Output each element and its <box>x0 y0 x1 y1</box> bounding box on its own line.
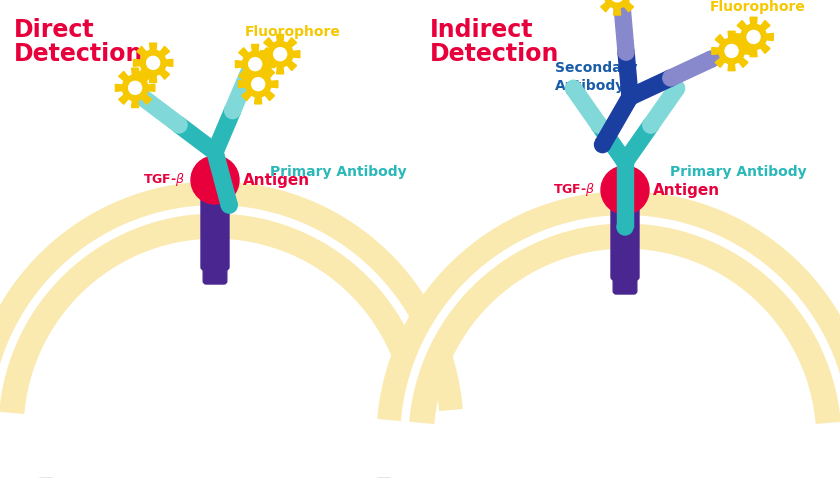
Text: Antigen: Antigen <box>653 183 720 197</box>
Polygon shape <box>614 7 634 53</box>
Text: Detection: Detection <box>430 42 559 66</box>
Circle shape <box>622 89 638 105</box>
Circle shape <box>643 117 659 133</box>
Text: Detection: Detection <box>14 42 144 66</box>
Circle shape <box>618 44 634 60</box>
Circle shape <box>591 117 607 133</box>
Circle shape <box>622 89 638 105</box>
Polygon shape <box>239 65 278 104</box>
Polygon shape <box>139 91 184 131</box>
Polygon shape <box>0 182 462 411</box>
Polygon shape <box>207 150 237 207</box>
Text: Direct: Direct <box>14 18 95 42</box>
Circle shape <box>617 154 633 170</box>
Circle shape <box>595 137 611 152</box>
Polygon shape <box>617 162 633 227</box>
Polygon shape <box>410 224 840 423</box>
Text: TGF-$\beta$: TGF-$\beta$ <box>553 182 595 198</box>
Polygon shape <box>235 44 275 84</box>
Circle shape <box>617 219 633 235</box>
Polygon shape <box>618 120 658 167</box>
Polygon shape <box>618 52 638 98</box>
Circle shape <box>747 31 760 43</box>
Circle shape <box>207 144 223 160</box>
Circle shape <box>224 103 240 119</box>
Polygon shape <box>593 120 632 167</box>
Circle shape <box>663 70 679 86</box>
Circle shape <box>207 144 223 160</box>
Polygon shape <box>134 43 173 83</box>
Circle shape <box>129 81 142 94</box>
Circle shape <box>565 80 581 96</box>
Polygon shape <box>115 68 155 108</box>
Circle shape <box>622 89 638 105</box>
Circle shape <box>643 117 659 133</box>
Text: TGF-$\beta$: TGF-$\beta$ <box>143 172 185 188</box>
FancyBboxPatch shape <box>203 253 227 284</box>
Circle shape <box>147 56 160 69</box>
Text: Secondary
Antibody: Secondary Antibody <box>555 61 638 93</box>
Circle shape <box>252 77 265 91</box>
Polygon shape <box>378 192 840 421</box>
Polygon shape <box>207 108 240 155</box>
Circle shape <box>135 90 151 106</box>
Circle shape <box>221 197 237 213</box>
Text: Primary Antibody: Primary Antibody <box>270 165 407 179</box>
Circle shape <box>617 154 633 170</box>
Circle shape <box>614 0 630 15</box>
Circle shape <box>669 80 685 96</box>
Circle shape <box>601 166 649 214</box>
Polygon shape <box>0 214 430 413</box>
Circle shape <box>242 61 258 77</box>
Polygon shape <box>225 66 258 114</box>
Circle shape <box>611 0 623 2</box>
Polygon shape <box>260 34 300 74</box>
Text: Indirect: Indirect <box>430 18 533 42</box>
Polygon shape <box>711 31 751 71</box>
Polygon shape <box>597 0 637 15</box>
Polygon shape <box>0 206 438 411</box>
Text: Primary Antibody: Primary Antibody <box>670 165 806 179</box>
Circle shape <box>663 70 679 86</box>
FancyBboxPatch shape <box>613 263 637 294</box>
Text: Fluorophore: Fluorophore <box>710 0 806 14</box>
Circle shape <box>224 103 240 119</box>
Circle shape <box>617 154 633 170</box>
Polygon shape <box>734 17 774 57</box>
Circle shape <box>704 51 720 67</box>
FancyBboxPatch shape <box>201 194 229 270</box>
Circle shape <box>191 156 239 204</box>
Circle shape <box>274 48 286 61</box>
Circle shape <box>171 117 187 133</box>
Polygon shape <box>174 119 220 158</box>
Circle shape <box>249 58 262 71</box>
Polygon shape <box>596 93 637 149</box>
Polygon shape <box>627 71 675 104</box>
FancyBboxPatch shape <box>611 204 639 280</box>
Text: Antigen: Antigen <box>243 173 310 187</box>
Circle shape <box>171 117 187 133</box>
Circle shape <box>591 117 607 133</box>
Polygon shape <box>567 84 606 130</box>
Text: Fluorophore: Fluorophore <box>245 25 341 39</box>
Circle shape <box>725 44 738 57</box>
Polygon shape <box>644 84 683 130</box>
Polygon shape <box>668 52 715 85</box>
Circle shape <box>618 44 634 60</box>
Polygon shape <box>402 216 840 421</box>
Circle shape <box>207 144 223 160</box>
